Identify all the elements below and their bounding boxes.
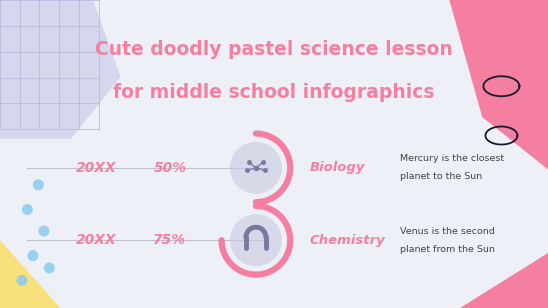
Text: Biology: Biology [310, 161, 365, 174]
Text: 20XX: 20XX [76, 161, 116, 175]
Polygon shape [0, 0, 121, 139]
Circle shape [230, 214, 282, 266]
Text: Chemistry: Chemistry [310, 234, 385, 247]
Polygon shape [460, 253, 548, 308]
Circle shape [16, 275, 27, 286]
Text: Mercury is the closest: Mercury is the closest [400, 154, 504, 163]
Text: Venus is the second: Venus is the second [400, 227, 495, 236]
Circle shape [38, 225, 49, 237]
Circle shape [27, 250, 38, 261]
Circle shape [44, 262, 55, 274]
Text: Cute doodly pastel science lesson: Cute doodly pastel science lesson [95, 40, 453, 59]
Polygon shape [416, 0, 548, 169]
Circle shape [22, 204, 33, 215]
Polygon shape [0, 240, 60, 308]
Text: planet from the Sun: planet from the Sun [400, 245, 495, 254]
Circle shape [33, 179, 44, 190]
Text: 50%: 50% [153, 161, 186, 175]
Text: for middle school infographics: for middle school infographics [113, 83, 435, 102]
Text: 20XX: 20XX [76, 233, 116, 247]
Text: planet to the Sun: planet to the Sun [400, 172, 482, 181]
Circle shape [230, 142, 282, 194]
Text: 75%: 75% [153, 233, 186, 247]
